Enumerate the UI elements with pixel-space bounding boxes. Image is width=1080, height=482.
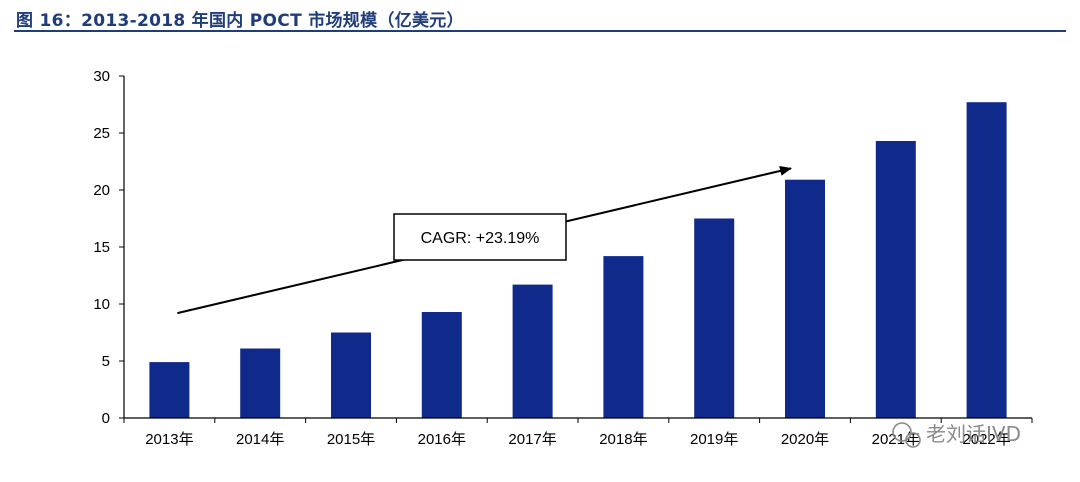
bar-2022年: [966, 102, 1007, 418]
y-tick-label: 5: [102, 353, 110, 370]
x-tick-label: 2022年: [962, 431, 1010, 448]
bar-2020年: [785, 179, 825, 418]
bar-2013年: [149, 362, 190, 418]
cagr-label: CAGR: +23.19%: [421, 230, 540, 247]
figure-header: 图 16：2013-2018 年国内 POCT 市场规模（亿美元）: [0, 0, 1080, 34]
y-tick-label: 20: [93, 182, 110, 199]
y-tick-label: 0: [102, 410, 110, 427]
y-tick-label: 30: [93, 68, 110, 85]
y-tick-label: 10: [93, 296, 110, 313]
wechat-icon: [892, 422, 921, 448]
bar-2017年: [512, 284, 553, 418]
x-tick-label: 2019年: [690, 431, 738, 448]
bar-2019年: [694, 218, 735, 418]
bar-2014年: [240, 348, 281, 418]
bar-2018年: [603, 256, 644, 418]
watermark-text: 老刘话IVD: [926, 422, 1021, 446]
axes-layer: 0 5 10 15 20 25 30 2013年 2014年 2015年 2016年 2017年 201…: [93, 68, 1033, 448]
x-tick-label: 2016年: [418, 431, 466, 448]
cagr-annotation: CAGR: +23.19%: [177, 165, 792, 315]
figure-title: 图 16：2013-2018 年国内 POCT 市场规模（亿美元）: [16, 11, 464, 31]
x-tick-label: 2018年: [599, 431, 647, 448]
watermark: 老刘话IVD: [892, 422, 1021, 448]
bar-2021年: [875, 141, 916, 418]
x-tick-label: 2013年: [145, 431, 193, 448]
x-tick-label: 2017年: [508, 431, 556, 448]
y-tick-label: 15: [93, 239, 110, 256]
x-tick-label: 2014年: [236, 431, 284, 448]
bar-2016年: [421, 312, 462, 418]
cagr-label-box: [393, 213, 567, 261]
x-tick-label: 2015年: [327, 431, 375, 448]
y-tick-label: 25: [93, 125, 110, 142]
x-tick-label: 2020年: [781, 431, 829, 448]
bars-layer: [149, 102, 1007, 418]
bar-2015年: [331, 332, 371, 418]
title-divider: [14, 30, 1066, 32]
